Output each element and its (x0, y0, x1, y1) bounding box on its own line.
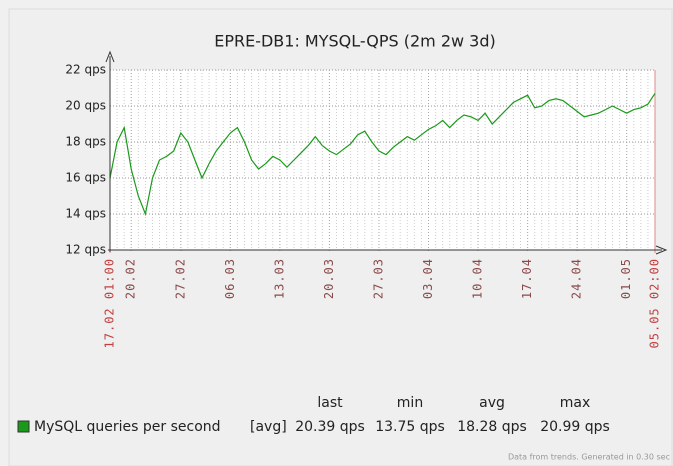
plot-area (110, 70, 655, 250)
y-tick-label: 12 qps (65, 243, 106, 257)
x-tick-label: 13.03 (272, 258, 286, 299)
legend: MySQL queries per second [avg] last 20.39… (17, 395, 610, 435)
x-tick-label: 27.02 (173, 258, 187, 299)
legend-column-header: avg (479, 395, 505, 411)
footer: Data from trends. Generated in 0.30 sec (508, 453, 670, 462)
legend-function: [avg] (250, 419, 287, 435)
marks (109, 93, 656, 217)
x-tick-label: 17.02 01:00 (103, 258, 117, 348)
y-tick-label: 18 qps (65, 135, 106, 149)
series-line (109, 93, 656, 217)
y-axis-arrow (105, 50, 115, 63)
x-tick-label: 20.02 (124, 258, 138, 299)
legend-swatch (17, 420, 30, 433)
legend-stat-value: 13.75 qps (375, 419, 445, 435)
legend-stat-value: 18.28 qps (457, 419, 527, 435)
x-axis-arrow (655, 245, 668, 255)
legend-stat-value: 20.99 qps (540, 419, 610, 435)
y-tick-label: 20 qps (65, 99, 106, 113)
legend-column-header: min (397, 395, 423, 411)
legend-label: MySQL queries per second (34, 419, 221, 435)
x-tick-label: 27.03 (371, 258, 385, 299)
y-tick-label: 16 qps (65, 171, 106, 185)
x-tick-label: 01.05 (619, 258, 633, 299)
x-tick-label: 20.03 (322, 258, 336, 299)
x-tick-label: 05.05 02:00 (648, 258, 662, 348)
legend-stat-value: 20.39 qps (295, 419, 365, 435)
x-tick-label: 17.04 (520, 258, 534, 299)
x-tick-label: 24.04 (570, 258, 584, 299)
legend-column-header: max (560, 395, 591, 411)
grid: 12 qps 14 qps 16 qps 18 qps 20 qps 22 qps 17.0… (65, 63, 661, 349)
chart-title: EPRE-DB1: MYSQL-QPS (2m 2w 3d) (214, 32, 496, 51)
y-tick-label: 22 qps (65, 63, 106, 77)
legend-column-header: last (317, 395, 343, 411)
x-tick-label: 10.04 (471, 258, 485, 299)
x-tick-label: 06.03 (223, 258, 237, 299)
y-tick-label: 14 qps (65, 207, 106, 221)
x-tick-label: 03.04 (421, 258, 435, 299)
